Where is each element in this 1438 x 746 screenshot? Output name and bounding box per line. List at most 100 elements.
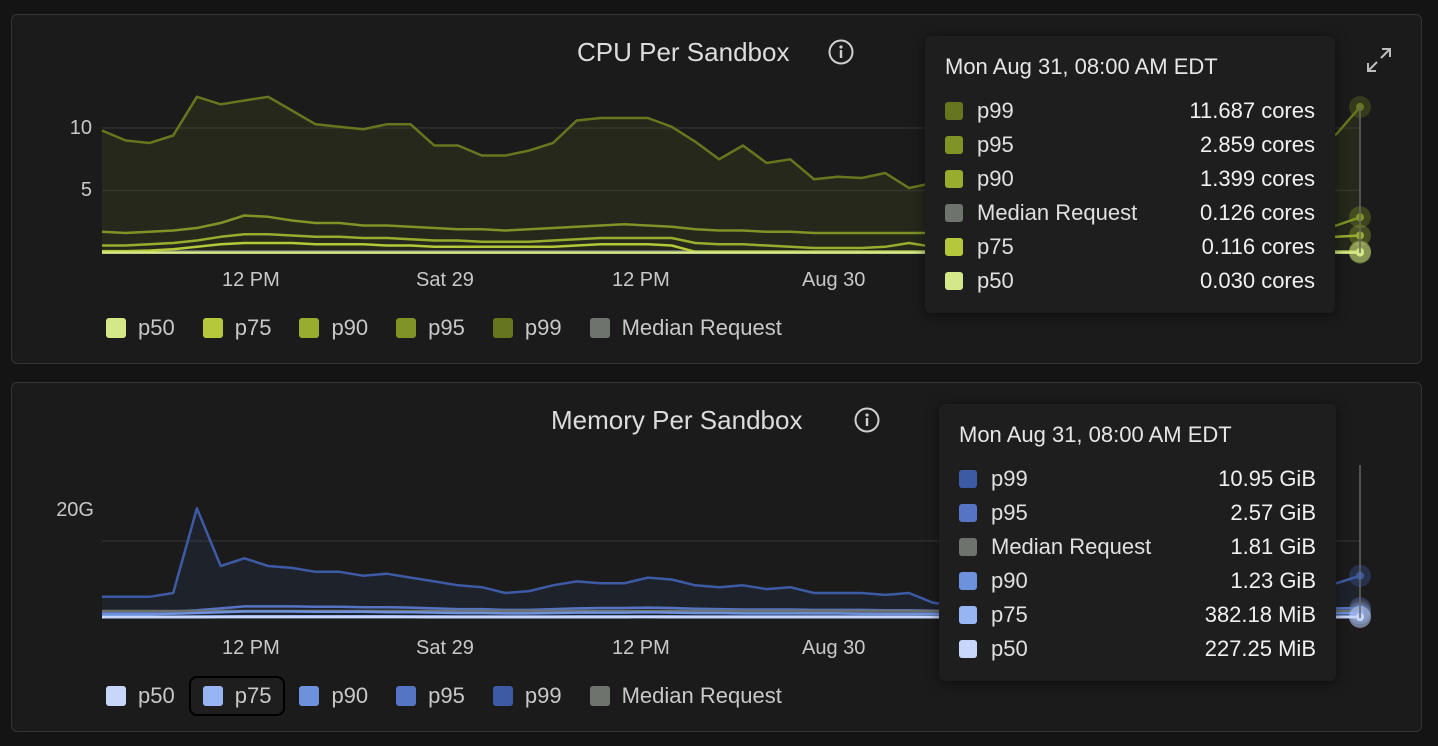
cpu-chart-title: CPU Per Sandbox	[577, 37, 790, 67]
tooltip-series-name: Median Request	[991, 534, 1152, 559]
legend-label: p95	[428, 683, 465, 708]
tooltip-row: p75 382.18 MiB	[959, 598, 1316, 632]
tooltip-series-value: 1.81 GiB	[1230, 534, 1316, 559]
legend-swatch	[589, 318, 610, 338]
tooltip-series-name: p90	[991, 568, 1028, 593]
tooltip-swatch	[959, 572, 977, 590]
legend-swatch	[202, 686, 223, 706]
tooltip-swatch	[945, 136, 963, 154]
legend-item-p95[interactable]: p95	[382, 676, 479, 716]
tooltip-row: p99 11.687 cores	[945, 94, 1315, 128]
tooltip-swatch	[945, 272, 963, 290]
legend-item-p75[interactable]: p75	[188, 676, 286, 716]
tooltip-row: p99 10.95 GiB	[959, 462, 1316, 496]
legend-item-p95[interactable]: p95	[382, 308, 479, 348]
x-tick-label: 12 PM	[222, 637, 280, 659]
y-tick-label: 5	[80, 179, 92, 201]
legend-label: p50	[138, 315, 175, 340]
cpu-legend: p50 p75 p90 p95 p99 Median Request	[92, 308, 796, 348]
legend-label: p75	[234, 315, 272, 340]
legend-swatch	[299, 686, 320, 706]
legend-swatch	[492, 318, 513, 338]
legend-item-p75[interactable]: p75	[189, 308, 286, 348]
tooltip-series-name: p75	[991, 602, 1028, 627]
tooltip-swatch	[959, 606, 977, 624]
legend-swatch	[396, 318, 417, 338]
tooltip-swatch	[945, 204, 963, 222]
tooltip-series-value: 1.399 cores	[1200, 166, 1315, 191]
tooltip-series-name: Median Request	[977, 200, 1138, 225]
legend-swatch	[299, 318, 320, 338]
tooltip-row: p75 0.116 cores	[945, 230, 1315, 264]
legend-item-median-request[interactable]: Median Request	[576, 676, 796, 716]
cpu-tooltip: Mon Aug 31, 08:00 AM EDT p99 11.687 cores…	[925, 36, 1335, 313]
tooltip-row: p90 1.399 cores	[945, 162, 1315, 196]
tooltip-series-value: 0.116 cores	[1201, 234, 1315, 259]
tooltip-series-name: p90	[977, 166, 1014, 191]
tooltip-series-value: 0.126 cores	[1200, 200, 1315, 225]
tooltip-swatch	[945, 170, 963, 188]
info-icon[interactable]	[828, 39, 854, 65]
y-tick-label: 10	[69, 117, 92, 139]
legend-swatch	[202, 318, 223, 338]
x-tick-label: 12 PM	[222, 269, 280, 291]
legend-swatch	[492, 686, 513, 706]
legend-label: Median Request	[621, 315, 782, 340]
legend-swatch	[396, 686, 417, 706]
x-tick-label: Sat 29	[416, 637, 474, 659]
tooltip-swatch	[959, 504, 977, 522]
tooltip-series-name: p95	[991, 500, 1028, 525]
memory-chart-panel: Memory Per Sandbox 20G 12 PM Sat 29 12 P…	[11, 382, 1422, 732]
legend-swatch	[106, 318, 126, 338]
tooltip-row: Median Request 1.81 GiB	[959, 530, 1316, 564]
tooltip-row: p90 1.23 GiB	[959, 564, 1316, 598]
tooltip-row: p50 0.030 cores	[945, 264, 1315, 298]
y-tick-label: 20G	[56, 499, 94, 521]
legend-item-p50[interactable]: p50	[92, 676, 189, 716]
legend-label: p75	[234, 683, 272, 708]
tooltip-series-name: p50	[977, 268, 1014, 293]
legend-swatch	[106, 686, 126, 706]
tooltip-swatch	[945, 238, 963, 256]
x-tick-label: 12 PM	[612, 637, 670, 659]
tooltip-swatch	[959, 538, 977, 556]
legend-item-p99[interactable]: p99	[479, 676, 576, 716]
legend-item-p99[interactable]: p99	[479, 308, 576, 348]
tooltip-swatch	[945, 102, 963, 120]
legend-label: p90	[331, 683, 369, 708]
series-area-p99	[102, 508, 1360, 618]
tooltip-timestamp: Mon Aug 31, 08:00 AM EDT	[959, 422, 1232, 447]
cpu-chart-panel: CPU Per Sandbox 10 5 12 PM Sat 29 12 PM …	[11, 14, 1422, 364]
legend-swatch	[589, 686, 610, 706]
legend-item-median-request[interactable]: Median Request	[576, 308, 796, 348]
memory-chart-title: Memory Per Sandbox	[551, 405, 803, 435]
legend-label: p50	[138, 683, 175, 708]
tooltip-series-name: p99	[977, 98, 1014, 123]
tooltip-series-value: 1.23 GiB	[1230, 568, 1316, 593]
legend-item-p50[interactable]: p50	[92, 308, 189, 348]
legend-item-p90[interactable]: p90	[285, 308, 382, 348]
legend-label: p95	[428, 315, 465, 340]
tooltip-series-value: 11.687 cores	[1189, 98, 1315, 123]
legend-label: p99	[524, 683, 562, 708]
tooltip-timestamp: Mon Aug 31, 08:00 AM EDT	[945, 54, 1218, 79]
x-tick-label: Aug 30	[802, 637, 866, 659]
x-tick-label: Aug 30	[802, 269, 866, 291]
tooltip-series-value: 0.030 cores	[1200, 268, 1315, 293]
tooltip-series-value: 2.57 GiB	[1230, 500, 1316, 525]
x-tick-label: Sat 29	[416, 269, 474, 291]
legend-label: p90	[331, 315, 369, 340]
tooltip-series-name: p99	[991, 466, 1028, 491]
legend-item-p90[interactable]: p90	[285, 676, 382, 716]
tooltip-series-name: p75	[977, 234, 1014, 259]
info-icon[interactable]	[854, 407, 880, 433]
tooltip-row: Median Request 0.126 cores	[945, 196, 1315, 230]
legend-label: p99	[524, 315, 562, 340]
expand-icon[interactable]	[1364, 45, 1394, 75]
tooltip-swatch	[959, 640, 977, 658]
tooltip-series-value: 382.18 MiB	[1204, 602, 1316, 627]
legend-label: Median Request	[621, 683, 782, 708]
tooltip-row: p95 2.57 GiB	[959, 496, 1316, 530]
tooltip-series-value: 227.25 MiB	[1204, 636, 1316, 661]
tooltip-swatch	[959, 470, 977, 488]
